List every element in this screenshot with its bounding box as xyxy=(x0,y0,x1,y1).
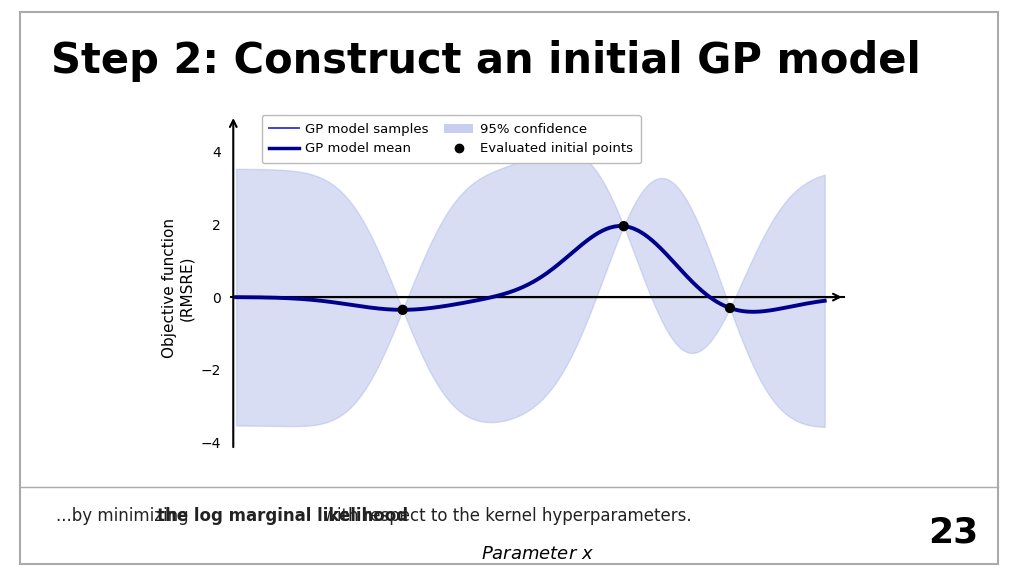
Text: ...by minimizing: ...by minimizing xyxy=(56,506,195,525)
Point xyxy=(615,222,632,231)
Point xyxy=(722,304,738,313)
Y-axis label: Objective function
(RMSRE): Objective function (RMSRE) xyxy=(163,218,195,358)
Text: Parameter $x$: Parameter $x$ xyxy=(481,545,594,563)
Legend: GP model samples, GP model mean, 95% confidence, Evaluated initial points: GP model samples, GP model mean, 95% con… xyxy=(261,115,641,164)
Text: 23: 23 xyxy=(928,516,978,550)
Point xyxy=(394,305,411,314)
Text: the log marginal likelihood: the log marginal likelihood xyxy=(158,506,409,525)
Text: Step 2: Construct an initial GP model: Step 2: Construct an initial GP model xyxy=(51,40,921,82)
Text: with respect to the kernel hyperparameters.: with respect to the kernel hyperparamete… xyxy=(317,506,691,525)
